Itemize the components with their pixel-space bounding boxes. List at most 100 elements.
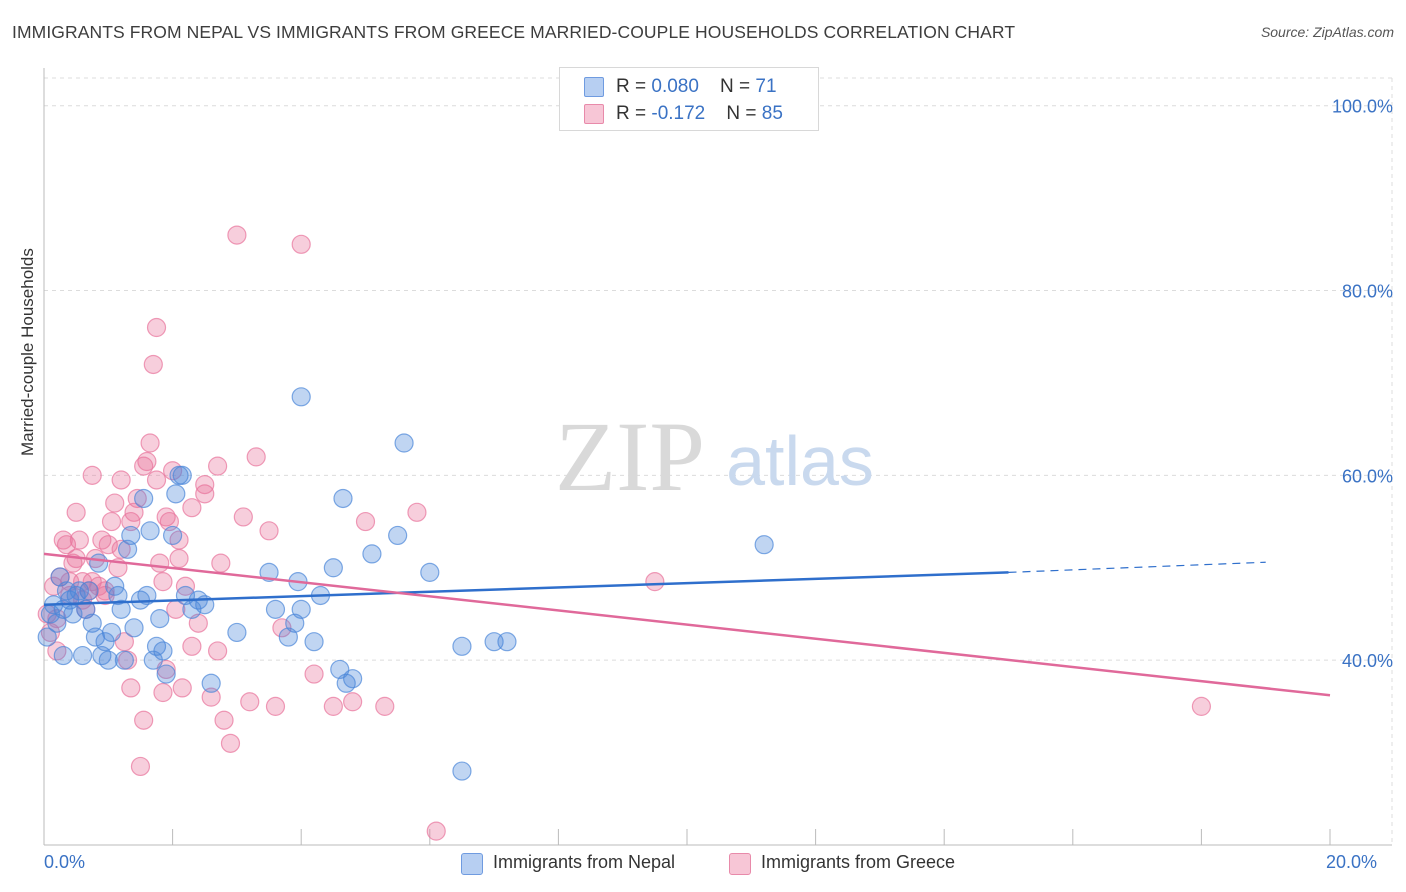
- point-nepal: [134, 488, 154, 509]
- point-nepal: [452, 636, 472, 656]
- point-nepal: [69, 581, 89, 601]
- point-nepal: [53, 645, 73, 666]
- point-greece: [121, 678, 141, 698]
- point-nepal: [420, 562, 440, 582]
- legend-box: R = 0.080 N = 71 R = -0.172 N = 85: [559, 67, 819, 131]
- point-greece: [323, 696, 343, 716]
- x-tick-label-min: 0.0%: [44, 852, 86, 872]
- point-greece: [182, 498, 202, 518]
- legend-r-value-nepal: 0.080: [651, 76, 699, 97]
- point-nepal: [101, 622, 122, 643]
- point-greece: [111, 539, 131, 559]
- point-nepal: [259, 562, 279, 582]
- point-nepal: [156, 664, 176, 684]
- point-nepal: [153, 641, 173, 661]
- point-greece: [66, 502, 86, 522]
- point-greece: [233, 507, 253, 527]
- y-tick-label: 100.0%: [1332, 97, 1393, 117]
- axes: [43, 68, 1392, 846]
- point-nepal: [323, 558, 343, 578]
- watermark: ZIP atlas: [555, 401, 874, 512]
- point-nepal: [227, 622, 247, 643]
- point-greece: [355, 511, 376, 532]
- point-nepal: [452, 761, 472, 781]
- point-greece: [375, 696, 395, 716]
- point-greece: [172, 678, 192, 698]
- point-greece: [265, 696, 286, 716]
- watermark-zip: ZIP: [555, 401, 705, 512]
- point-greece: [127, 488, 147, 509]
- point-greece: [101, 511, 122, 532]
- point-nepal: [333, 488, 353, 509]
- point-greece: [156, 659, 176, 680]
- point-greece: [407, 502, 427, 522]
- point-greece: [153, 572, 173, 592]
- point-nepal: [201, 673, 221, 693]
- legend-swatch-greece: [584, 104, 604, 124]
- legend-n-label: N =: [720, 76, 756, 97]
- y-axis-label: Married-couple Households: [18, 248, 37, 456]
- point-nepal: [114, 650, 134, 670]
- point-greece: [240, 692, 260, 712]
- point-nepal: [98, 650, 118, 670]
- bottom-legend-swatch-nepal: [461, 853, 483, 875]
- point-greece: [153, 682, 173, 703]
- point-greece: [182, 636, 202, 656]
- point-greece: [134, 456, 154, 476]
- point-greece: [105, 493, 125, 513]
- point-greece: [645, 572, 665, 592]
- point-greece: [426, 821, 446, 841]
- point-greece: [111, 470, 131, 490]
- point-greece: [56, 535, 77, 555]
- point-greece: [227, 225, 247, 245]
- point-nepal: [394, 433, 414, 453]
- point-greece: [343, 692, 363, 712]
- trend-lines: [43, 552, 1331, 697]
- point-greece: [259, 521, 279, 541]
- point-greece: [130, 756, 151, 777]
- point-greece: [69, 530, 89, 550]
- series-greece-points: [37, 225, 1212, 841]
- point-greece: [208, 641, 228, 661]
- point-nepal: [140, 521, 160, 541]
- point-nepal: [166, 484, 186, 504]
- point-greece: [140, 433, 160, 453]
- legend-swatch-nepal: [584, 77, 604, 97]
- point-greece: [150, 553, 170, 573]
- point-nepal: [343, 669, 363, 689]
- point-greece: [82, 465, 102, 485]
- point-nepal: [89, 553, 109, 573]
- point-greece: [214, 710, 234, 730]
- point-nepal: [388, 525, 408, 546]
- point-greece: [146, 317, 167, 338]
- y-tick-label: 40.0%: [1342, 651, 1393, 671]
- point-greece: [98, 535, 118, 555]
- x-tick-label-max: 20.0%: [1326, 852, 1378, 872]
- point-greece: [95, 581, 115, 601]
- point-nepal: [754, 535, 774, 555]
- gridlines: [44, 77, 1393, 845]
- point-nepal: [291, 599, 311, 619]
- point-nepal: [497, 632, 517, 652]
- y-tick-labels: 40.0% 60.0% 80.0% 100.0%: [1332, 97, 1393, 671]
- point-greece: [134, 710, 154, 730]
- point-greece: [220, 733, 241, 753]
- watermark-atlas: atlas: [726, 422, 874, 500]
- point-nepal: [121, 525, 141, 546]
- point-nepal: [124, 618, 144, 638]
- legend-n-value-greece: 85: [761, 103, 783, 124]
- trend-line-greece: [43, 552, 1331, 697]
- point-greece: [201, 687, 221, 707]
- point-greece: [211, 553, 231, 573]
- point-greece: [291, 234, 311, 254]
- y-tick-label: 80.0%: [1342, 282, 1393, 302]
- point-greece: [246, 447, 266, 467]
- series-nepal-points: [37, 387, 774, 781]
- point-nepal: [172, 465, 192, 485]
- point-greece: [304, 664, 324, 684]
- point-nepal: [265, 599, 286, 619]
- legend-n-label: N =: [726, 103, 762, 124]
- point-nepal: [163, 525, 183, 546]
- point-nepal: [79, 581, 99, 601]
